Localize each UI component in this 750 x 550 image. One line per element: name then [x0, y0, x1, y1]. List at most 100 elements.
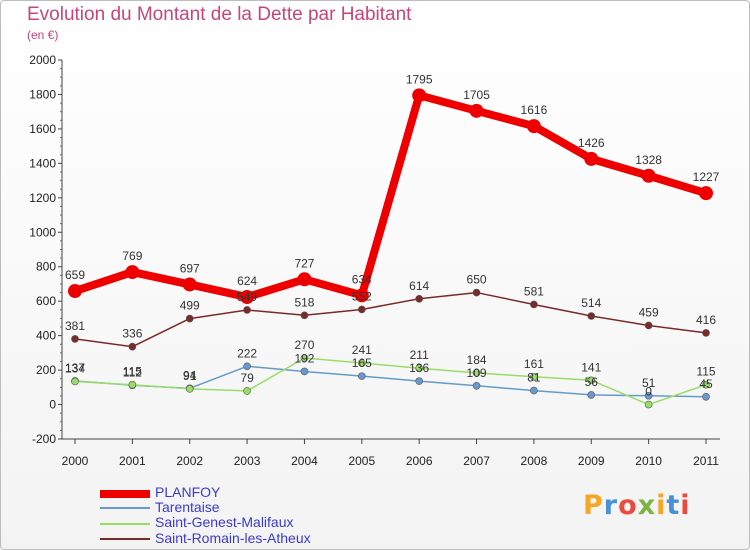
- data-label: 112: [123, 365, 142, 379]
- data-point: [415, 377, 423, 385]
- series-line-planfoy: [71, 91, 710, 302]
- data-label: 1616: [521, 103, 548, 117]
- data-point: [300, 367, 309, 376]
- data-point: [415, 294, 423, 303]
- data-label: 459: [639, 305, 659, 319]
- legend-label-tarentaise: Tarentaise: [155, 499, 220, 515]
- legend-swatch-saint-genest-malifaux: [100, 523, 150, 525]
- data-label: 549: [237, 290, 257, 304]
- series-line-saint-genest-malifaux: [74, 357, 707, 406]
- data-point: [472, 381, 481, 390]
- y-tick-label: -200: [32, 432, 56, 446]
- data-label: 134: [65, 361, 85, 375]
- x-tick-label: 2009: [578, 454, 605, 468]
- y-tick-label: 1000: [29, 225, 56, 239]
- data-point: [641, 168, 656, 183]
- data-label: 769: [122, 249, 142, 263]
- x-tick-label: 2003: [234, 454, 261, 468]
- data-point: [240, 290, 255, 305]
- series-line-saint-romain-les-atheux: [74, 291, 707, 348]
- x-tick-label: 2001: [119, 454, 146, 468]
- data-label: 115: [123, 365, 142, 379]
- data-point: [185, 314, 194, 323]
- data-point: [702, 380, 710, 389]
- data-point: [702, 392, 710, 401]
- data-label: 81: [527, 371, 541, 385]
- data-label: 624: [237, 274, 257, 288]
- logo-letter: r: [603, 490, 619, 521]
- data-label: 499: [180, 299, 200, 313]
- x-tick-label: 2007: [463, 454, 490, 468]
- data-label: 1426: [578, 136, 605, 150]
- logo-letter: P: [583, 490, 604, 521]
- proxiti-logo: Proxiti: [583, 490, 691, 521]
- data-point: [587, 312, 596, 320]
- data-point: [185, 385, 194, 393]
- y-tick-label: 1400: [29, 156, 56, 170]
- data-label: 192: [294, 351, 314, 365]
- data-label: 94: [183, 368, 197, 382]
- data-point: [71, 377, 79, 386]
- data-label: 91: [183, 369, 197, 383]
- data-label: 336: [122, 327, 142, 341]
- logo-letter: i: [656, 490, 667, 521]
- x-tick-label: 2006: [406, 454, 433, 468]
- data-label: 581: [524, 284, 544, 298]
- data-point: [530, 300, 538, 309]
- data-label: 650: [467, 273, 487, 287]
- y-tick-label: 200: [36, 363, 56, 377]
- data-label: 241: [352, 343, 372, 357]
- x-tick-label: 2002: [176, 454, 203, 468]
- data-point: [644, 391, 653, 400]
- data-label: 109: [467, 366, 487, 380]
- data-point: [300, 354, 309, 362]
- data-point: [358, 359, 366, 367]
- data-label: 137: [65, 361, 85, 375]
- data-point: [699, 186, 713, 201]
- data-point: [530, 373, 538, 381]
- y-tick-label: 0: [49, 398, 56, 412]
- y-tick-label: 400: [36, 329, 56, 343]
- data-label: 56: [585, 375, 599, 389]
- data-point: [702, 329, 710, 337]
- data-label: 514: [581, 296, 601, 310]
- data-label: 211: [410, 348, 429, 362]
- legend-swatch-saint-romain-les-atheux: [100, 538, 150, 540]
- data-label: 270: [294, 338, 314, 352]
- x-tick-label: 2005: [348, 454, 375, 468]
- data-label: 416: [696, 313, 716, 327]
- series-line-tarentaise: [74, 365, 707, 398]
- legend-swatch-planfoy: [100, 490, 150, 498]
- data-label: 115: [696, 365, 715, 379]
- chart-unit: (en €): [27, 28, 59, 42]
- data-label: 614: [409, 279, 429, 293]
- data-label: 1705: [463, 88, 490, 102]
- data-label: 634: [352, 272, 372, 286]
- logo-letter: i: [680, 490, 691, 521]
- data-point: [644, 321, 653, 330]
- y-tick-label: 1600: [29, 122, 56, 136]
- y-tick-label: 600: [36, 294, 56, 308]
- data-point: [415, 364, 423, 372]
- data-point: [182, 277, 197, 292]
- data-point: [584, 151, 599, 166]
- data-point: [472, 369, 481, 377]
- logo-letter: o: [618, 490, 638, 521]
- data-label: 45: [699, 377, 713, 391]
- data-point: [472, 288, 481, 297]
- data-label: 659: [65, 268, 85, 282]
- data-point: [300, 311, 309, 320]
- data-point: [354, 288, 369, 303]
- legend-label-saint-genest-malifaux: Saint-Genest-Malifaux: [155, 514, 294, 530]
- data-point: [358, 305, 366, 314]
- data-label: 161: [524, 357, 544, 371]
- x-tick-label: 2008: [521, 454, 548, 468]
- data-label: 51: [642, 376, 656, 390]
- data-point: [68, 284, 82, 299]
- data-label: 0: [645, 385, 652, 399]
- x-tick-label: 2010: [635, 454, 662, 468]
- data-point: [358, 372, 366, 380]
- data-point: [243, 306, 251, 314]
- data-point: [128, 342, 137, 351]
